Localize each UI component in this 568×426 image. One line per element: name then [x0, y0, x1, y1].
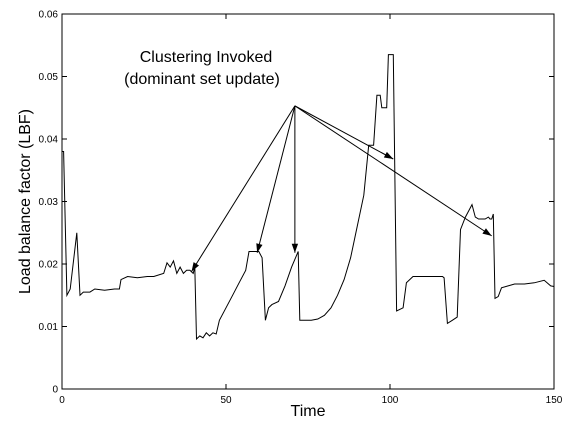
y-tick-label: 0.05 — [39, 72, 59, 83]
annotation-arrow-line — [294, 105, 492, 237]
annotation-text-line: (dominant set update) — [124, 71, 280, 88]
annotation-arrow-line — [294, 105, 394, 160]
annotation-arrowhead — [256, 243, 263, 253]
y-tick-label: 0.06 — [39, 10, 59, 21]
x-axis-title: Time — [291, 403, 326, 420]
y-axis-title: Load balance factor (LBF) — [17, 109, 34, 294]
annotation-arrow-line — [191, 105, 296, 272]
annotation-arrowhead — [291, 243, 299, 253]
x-tick-label: 50 — [220, 395, 232, 406]
x-tick-label: 150 — [546, 395, 563, 406]
y-tick-label: 0 — [52, 385, 58, 396]
annotation-text-line: Clustering Invoked — [140, 49, 273, 66]
series-line — [62, 54, 555, 341]
annotation-arrowhead — [482, 228, 492, 236]
y-tick-label: 0.02 — [39, 260, 59, 271]
annotation-arrowhead — [383, 151, 394, 159]
y-tick-label: 0.04 — [39, 135, 59, 146]
y-tick-label: 0.01 — [39, 322, 59, 333]
series-group — [62, 54, 555, 341]
annotation-arrowhead — [191, 262, 200, 272]
x-tick-label: 0 — [59, 395, 65, 406]
y-tick-label: 0.03 — [39, 197, 59, 208]
y-tick-labels: 0 0.01 0.02 0.03 0.04 0.05 0.06 — [39, 10, 59, 396]
x-tick-labels: 0 50 100 150 — [59, 395, 563, 406]
annotation-arrow-line — [256, 105, 296, 253]
annotation-group: Clustering Invoked (dominant set update) — [124, 49, 492, 272]
x-tick-label: 100 — [382, 395, 399, 406]
tick-marks — [61, 13, 555, 390]
